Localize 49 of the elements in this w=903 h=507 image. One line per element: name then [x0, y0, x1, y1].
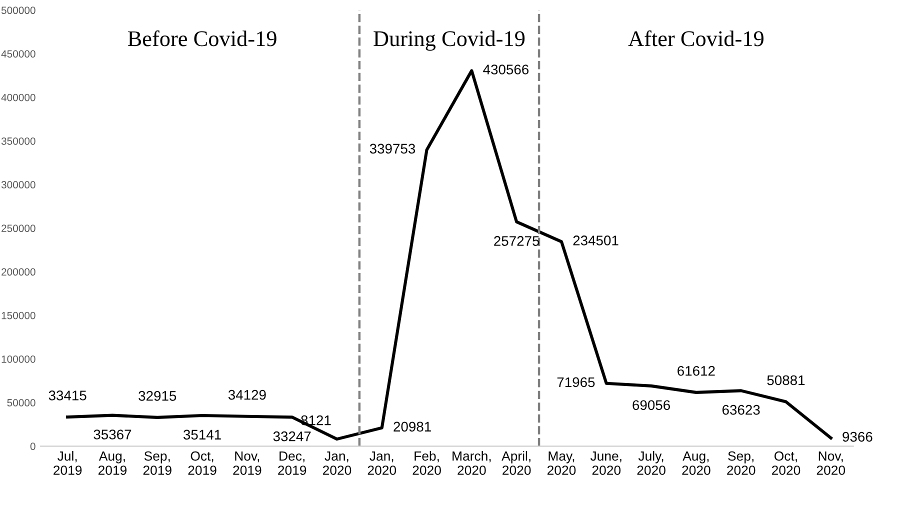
- x-tick-label: March, 2020: [452, 451, 491, 475]
- y-tick-label: 0: [30, 442, 36, 450]
- data-label: 35141: [184, 430, 221, 440]
- x-tick-label: Oct, 2019: [188, 451, 216, 475]
- x-tick-label: Aug, 2020: [682, 452, 710, 475]
- x-tick-label: Jan, 2020: [368, 452, 396, 475]
- x-tick-label: Jan, 2020: [322, 452, 352, 475]
- y-tick-label: 300000: [1, 181, 36, 188]
- y-tick-label: 200000: [2, 268, 36, 276]
- x-tick-label: Sep, 2020: [727, 451, 756, 475]
- data-label: 61612: [678, 366, 715, 376]
- x-tick-label: June, 2020: [590, 452, 622, 475]
- annotation: During Covid-19: [374, 30, 525, 51]
- data-label: 33415: [48, 390, 86, 400]
- x-tick-label: Jul, 2019: [54, 451, 82, 475]
- data-label: 339753: [370, 144, 416, 154]
- x-tick-label: Nov, 2019: [233, 452, 262, 475]
- data-label: 257275: [494, 236, 540, 246]
- annotation: Before Covid-19: [128, 30, 276, 46]
- y-tick-label: 450000: [1, 50, 36, 58]
- y-tick-label: 400000: [1, 94, 36, 102]
- y-tick-label: 500000: [1, 6, 36, 14]
- data-label: 63623: [722, 404, 760, 415]
- x-tick-label: Sep, 2019: [143, 451, 172, 475]
- x-tick-label: Dec, 2019: [278, 452, 306, 475]
- x-tick-label: Oct, 2020: [772, 451, 800, 475]
- data-label: 32915: [138, 390, 176, 401]
- data-label: 33247: [273, 431, 311, 442]
- x-tick-label: July, 2020: [637, 451, 666, 475]
- data-label: 50881: [767, 375, 805, 386]
- y-tick-label: 350000: [1, 137, 36, 145]
- data-label: 34129: [228, 390, 266, 400]
- data-label: 9366: [842, 432, 872, 442]
- data-label: 69056: [632, 400, 670, 410]
- annotation: After Covid-19: [628, 30, 764, 46]
- y-tick-label: 100000: [2, 355, 36, 363]
- x-tick-label: Nov, 2020: [816, 452, 846, 475]
- x-tick-label: April, 2020: [502, 451, 531, 475]
- data-label: 234501: [573, 236, 618, 246]
- x-tick-label: May, 2020: [547, 452, 576, 475]
- data-label: 20981: [394, 422, 431, 432]
- y-tick-label: 250000: [2, 224, 36, 232]
- x-tick-label: Feb, 2020: [412, 451, 441, 475]
- data-label: 430566: [483, 64, 529, 74]
- x-tick-label: Aug, 2019: [98, 452, 127, 475]
- data-label: 71965: [557, 377, 595, 388]
- data-label: 35367: [94, 430, 132, 440]
- y-tick-label: 50000: [7, 399, 36, 406]
- y-tick-label: 150000: [2, 312, 36, 320]
